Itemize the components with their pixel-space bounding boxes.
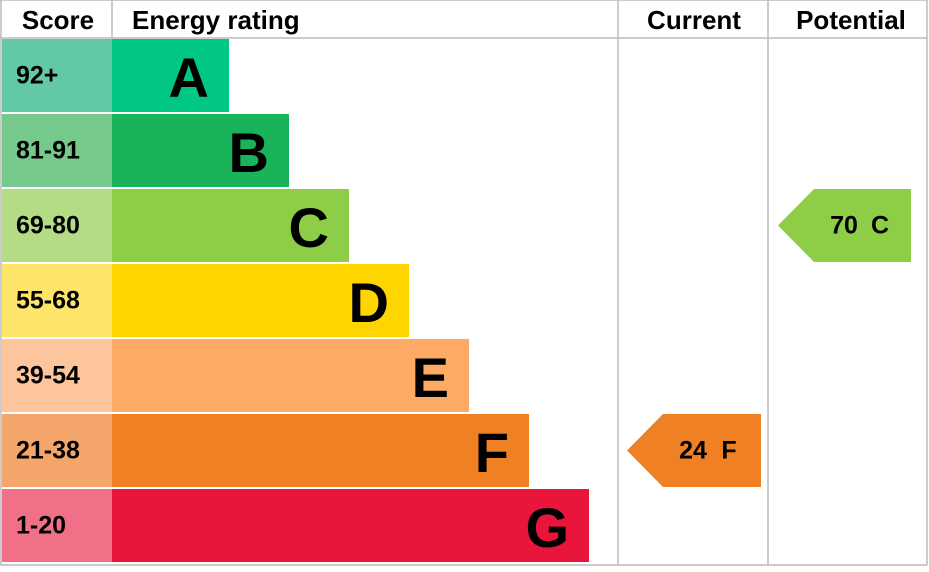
current-value: 24: [679, 437, 707, 465]
rating-bar: [112, 264, 409, 337]
potential-letter: C: [871, 212, 889, 240]
score-label: 81-91: [16, 137, 80, 165]
score-label: 1-20: [16, 512, 66, 540]
score-label: 21-38: [16, 437, 80, 465]
header-score: Score: [22, 5, 94, 35]
current-arrow: [627, 414, 761, 487]
potential-value: 70: [830, 212, 858, 240]
band-letter: E: [412, 346, 449, 409]
score-cell: [2, 414, 112, 487]
rating-bar: [112, 489, 589, 562]
band-letter: D: [349, 271, 389, 334]
score-cell: [2, 189, 112, 262]
band-letter: G: [525, 496, 569, 559]
score-cell: [2, 264, 112, 337]
band-letter: F: [475, 421, 509, 484]
score-label: 69-80: [16, 212, 80, 240]
rating-bar: [112, 114, 289, 187]
score-label: 39-54: [16, 362, 80, 390]
rating-bar: [112, 414, 529, 487]
rating-bar: [112, 339, 469, 412]
score-label: 55-68: [16, 287, 80, 315]
rating-bar: [112, 39, 229, 112]
band-letter: C: [289, 196, 329, 259]
score-cell: [2, 489, 112, 562]
score-cell: [2, 39, 112, 112]
band-letter: A: [169, 46, 209, 109]
current-letter: F: [721, 437, 736, 465]
rating-bar: [112, 189, 349, 262]
band-letter: B: [229, 121, 269, 184]
header-rating: Energy rating: [132, 5, 300, 35]
potential-arrow: [778, 189, 911, 262]
score-cell: [2, 339, 112, 412]
header-current: Current: [647, 5, 741, 35]
score-label: 92+: [16, 62, 58, 90]
header-potential: Potential: [796, 5, 906, 35]
score-cell: [2, 114, 112, 187]
